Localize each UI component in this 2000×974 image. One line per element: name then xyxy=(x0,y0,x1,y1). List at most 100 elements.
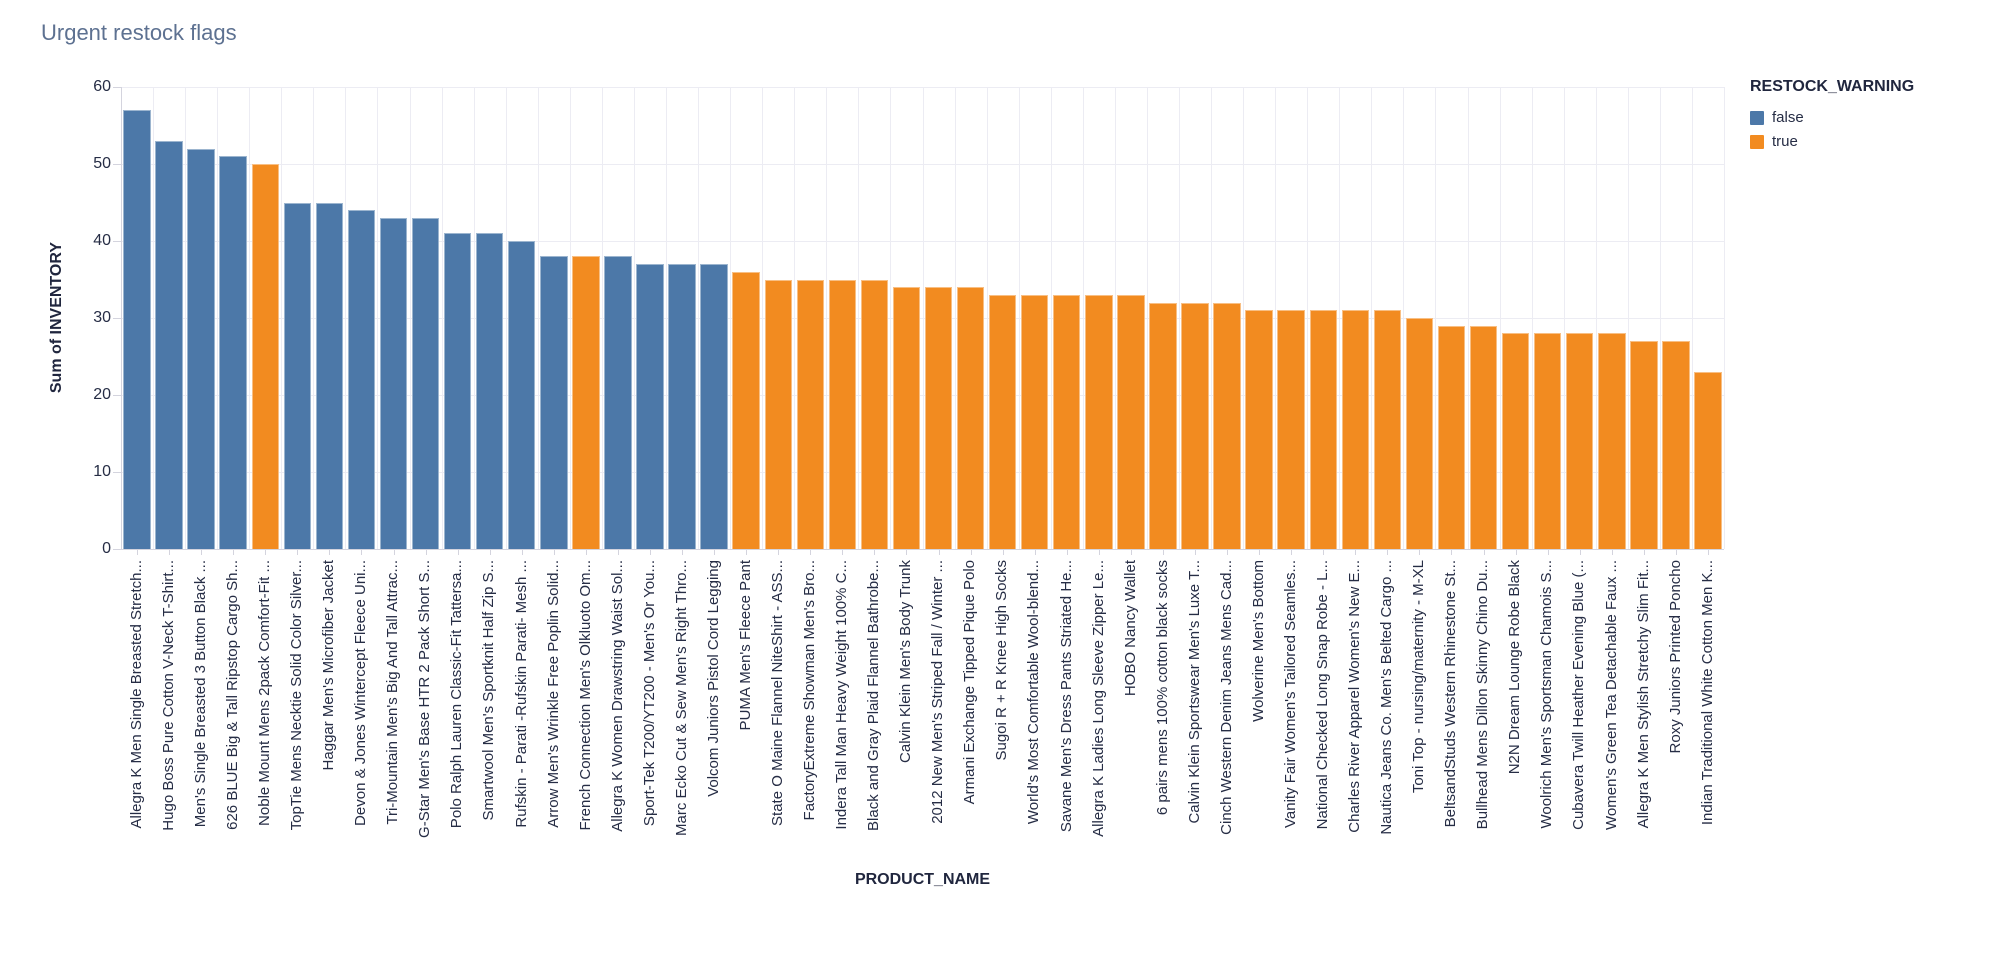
bar-restock-true[interactable] xyxy=(1405,318,1434,549)
x-tick-label: National Checked Long Snap Robe - L... xyxy=(1311,560,1335,910)
x-axis-tick xyxy=(682,549,684,555)
x-tick-label: Charles River Apparel Women's New E... xyxy=(1343,560,1367,910)
bar-restock-true[interactable] xyxy=(1373,310,1402,549)
bar-restock-false[interactable] xyxy=(283,202,312,549)
y-axis-tick xyxy=(113,318,121,319)
x-tick-label-text: Indera Tall Man Heavy Weight 100% C... xyxy=(833,560,851,830)
gridline-vertical xyxy=(569,87,571,549)
bar-restock-true[interactable] xyxy=(1437,325,1466,549)
bar-restock-true[interactable] xyxy=(924,287,953,549)
bar-restock-false[interactable] xyxy=(604,256,632,549)
x-tick-label: Woolrich Men's Sportsman Chamois S... xyxy=(1536,560,1560,910)
bar-restock-true[interactable] xyxy=(732,271,760,549)
x-tick-label: Men's Single Breasted 3 Button Black ... xyxy=(189,560,213,910)
bar-restock-true[interactable] xyxy=(1469,325,1498,549)
x-tick-label: Allegra K Men Stylish Stretchy Slim Fit.… xyxy=(1632,560,1656,910)
bar-restock-false[interactable] xyxy=(347,210,376,549)
legend-item-false[interactable]: false xyxy=(1750,109,1914,126)
bar-restock-true[interactable] xyxy=(1533,333,1562,549)
bar-restock-false[interactable] xyxy=(187,148,215,549)
bar-restock-false[interactable] xyxy=(636,264,664,549)
bar-restock-false[interactable] xyxy=(155,140,183,549)
x-tick-label-text: State O Maine Flannel NiteShirt - ASS... xyxy=(768,560,786,826)
bar-restock-true[interactable] xyxy=(1566,333,1594,549)
chart-title: Urgent restock flags xyxy=(41,20,237,45)
bar-restock-true[interactable] xyxy=(988,294,1017,549)
bar-restock-true[interactable] xyxy=(796,279,824,549)
bar-restock-true[interactable] xyxy=(1213,302,1241,549)
bar-restock-true[interactable] xyxy=(1694,371,1722,549)
bar-restock-false[interactable] xyxy=(668,264,696,549)
bar-restock-true[interactable] xyxy=(1598,333,1626,549)
bar-restock-true[interactable] xyxy=(860,279,889,549)
x-axis-line xyxy=(121,549,1724,550)
x-tick-label: Volcom Juniors Pistol Cord Legging xyxy=(702,560,726,910)
x-tick-label: TopTie Mens Necktie Solid Color Silver..… xyxy=(285,560,309,910)
legend-item-true[interactable]: true xyxy=(1750,133,1914,150)
x-tick-label-text: Nautica Jeans Co. Men's Belted Cargo ... xyxy=(1378,560,1396,835)
bar-restock-true[interactable] xyxy=(1309,310,1337,549)
x-tick-label: Haggar Men's Microfiber Jacket xyxy=(317,560,341,910)
x-tick-label: Sport-Tek T200/YT200 - Men's Or You... xyxy=(638,560,662,910)
bar-restock-false[interactable] xyxy=(315,202,344,549)
bar-restock-true[interactable] xyxy=(1277,310,1305,549)
x-axis-tick xyxy=(521,549,523,555)
x-axis-tick xyxy=(489,549,491,555)
x-tick-label: Women's Green Tea Detachable Faux ... xyxy=(1600,560,1624,910)
bar-restock-false[interactable] xyxy=(508,241,536,549)
gridline-vertical xyxy=(1018,87,1020,549)
bar-restock-false[interactable] xyxy=(219,156,247,549)
bar-restock-true[interactable] xyxy=(828,279,857,549)
x-axis-tick xyxy=(714,549,716,555)
bar-restock-false[interactable] xyxy=(443,233,472,549)
bar-restock-true[interactable] xyxy=(1181,302,1209,549)
bar-restock-false[interactable] xyxy=(379,217,408,549)
bar-restock-true[interactable] xyxy=(1662,341,1690,549)
bar-restock-true[interactable] xyxy=(251,164,279,549)
bar-restock-true[interactable] xyxy=(572,256,600,549)
x-tick-label: N2N Dream Lounge Robe Black xyxy=(1504,560,1528,910)
gridline-vertical xyxy=(666,87,668,549)
bar-restock-true[interactable] xyxy=(1053,294,1081,549)
bar-restock-false[interactable] xyxy=(540,256,568,549)
x-axis-tick xyxy=(169,549,171,555)
bar-restock-true[interactable] xyxy=(1020,294,1049,549)
bar-restock-true[interactable] xyxy=(956,287,985,549)
x-axis-tick xyxy=(1611,549,1613,555)
bar-restock-true[interactable] xyxy=(764,279,792,549)
bar-restock-true[interactable] xyxy=(1149,302,1177,549)
bar-restock-true[interactable] xyxy=(1630,341,1658,549)
bar-restock-false[interactable] xyxy=(411,217,440,549)
gridline-vertical xyxy=(601,87,603,549)
bar-restock-false[interactable] xyxy=(700,264,728,549)
bar-restock-false[interactable] xyxy=(475,233,504,549)
x-tick-label: Cinch Western Denim Jeans Mens Cad... xyxy=(1215,560,1239,910)
gridline-vertical xyxy=(1499,87,1501,549)
x-tick-label-text: BeltsandStuds Western Rhinestone St... xyxy=(1442,560,1460,828)
x-axis-tick xyxy=(1098,549,1100,555)
x-axis-tick xyxy=(137,549,139,555)
x-tick-label-text: Vanity Fair Women's Tailored Seamles... xyxy=(1281,560,1299,828)
y-axis-tick xyxy=(113,241,121,242)
x-axis-tick xyxy=(425,549,427,555)
bar-restock-true[interactable] xyxy=(892,287,921,549)
bar-restock-true[interactable] xyxy=(1245,310,1273,549)
bar-restock-true[interactable] xyxy=(1117,294,1145,549)
x-axis-tick xyxy=(329,549,331,555)
bar-restock-true[interactable] xyxy=(1341,310,1370,549)
x-axis-tick xyxy=(1419,549,1421,555)
gridline-vertical xyxy=(217,87,219,549)
x-tick-label-text: G-Star Men's Base HTR 2 Pack Short S... xyxy=(416,560,434,838)
y-axis-tick-label: 50 xyxy=(93,155,111,172)
y-axis-tick-label: 10 xyxy=(93,463,111,480)
bar-restock-false[interactable] xyxy=(123,110,151,549)
x-tick-label: Allegra K Women Drawstring Waist Sol... xyxy=(606,560,630,910)
bar-restock-true[interactable] xyxy=(1085,294,1113,549)
x-tick-label-text: Devon & Jones Wintercept Fleece Uni... xyxy=(352,560,370,826)
bar-restock-true[interactable] xyxy=(1501,333,1530,549)
x-axis-tick xyxy=(553,549,555,555)
gridline-vertical xyxy=(1114,87,1116,549)
x-axis-tick xyxy=(1066,549,1068,555)
gridline-vertical xyxy=(858,87,860,549)
x-tick-label: Indian Traditional White Cotton Men K... xyxy=(1696,560,1720,910)
